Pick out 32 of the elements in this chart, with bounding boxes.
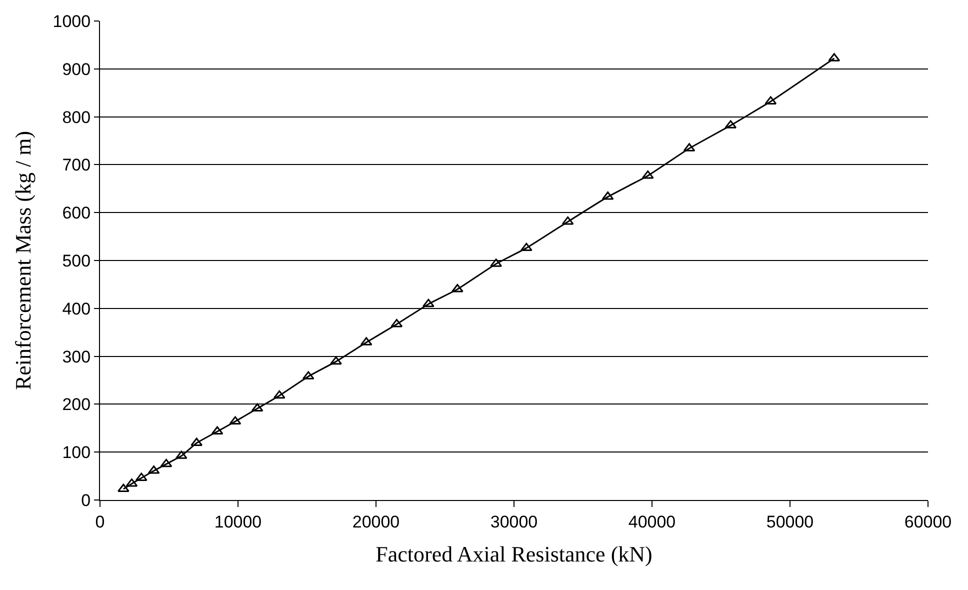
point: [330, 356, 342, 365]
point: [520, 242, 532, 252]
point: [273, 390, 286, 399]
y-tick-label: 700: [62, 156, 91, 175]
y-tick-label: 0: [81, 490, 91, 510]
y-tick-label: 900: [62, 60, 91, 79]
point: [422, 298, 434, 308]
point: [642, 170, 654, 179]
y-tick-label: 800: [62, 108, 91, 127]
point: [160, 458, 172, 468]
y-tick-label: 1000: [52, 12, 91, 31]
x-tick-label: 0: [95, 512, 105, 532]
x-tick-label: 40000: [628, 512, 676, 532]
x-axis-title: Factored Axial Resistance (kN): [376, 541, 652, 566]
point: [118, 484, 130, 492]
x-tick-label: 20000: [352, 512, 400, 532]
x-tick-label: 60000: [904, 512, 952, 532]
y-tick-label: 500: [62, 251, 91, 270]
y-tick-label: 400: [62, 299, 91, 318]
y-axis-title: Reinforcement Mass (kg / m): [10, 130, 36, 390]
y-tick-label: 100: [62, 443, 91, 462]
point: [126, 478, 138, 487]
point: [390, 318, 403, 328]
point: [562, 216, 574, 225]
x-tick-label: 10000: [214, 512, 262, 532]
x-tick-label: 50000: [766, 512, 814, 532]
y-tick-label: 300: [62, 347, 91, 366]
y-tick-label: 600: [62, 204, 91, 223]
point: [251, 403, 264, 412]
y-tick-label: 200: [62, 395, 91, 414]
x-tick-label: 30000: [490, 512, 538, 532]
point: [451, 284, 464, 292]
